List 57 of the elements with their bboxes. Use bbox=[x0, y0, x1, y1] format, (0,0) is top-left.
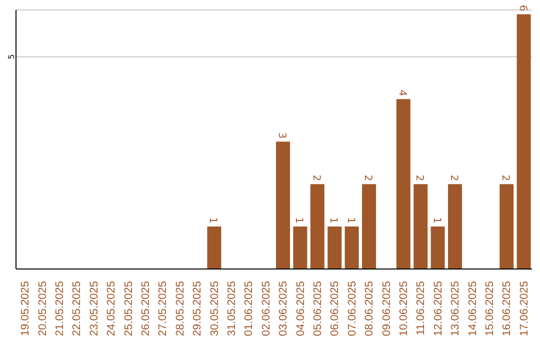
x-tick-label: 10.06.2025 bbox=[398, 281, 410, 336]
x-tick-label: 17.06.2025 bbox=[518, 281, 530, 336]
x-tick-label: 07.06.2025 bbox=[346, 281, 358, 336]
data-label: 1 bbox=[430, 217, 442, 224]
bar bbox=[362, 184, 376, 269]
bar bbox=[448, 184, 462, 269]
x-tick-label: 11.06.2025 bbox=[415, 281, 428, 336]
x-tick-label: 23.05.2025 bbox=[88, 281, 100, 336]
data-label: 1 bbox=[207, 217, 218, 224]
data-label: 2 bbox=[362, 174, 373, 182]
bar bbox=[516, 14, 531, 269]
data-label: 2 bbox=[448, 174, 459, 182]
x-tick-label: 16.06.2025 bbox=[501, 281, 514, 336]
data-label: 2 bbox=[500, 174, 511, 182]
bar bbox=[310, 184, 324, 269]
x-tick-label: 28.05.2025 bbox=[174, 281, 186, 336]
bar bbox=[207, 226, 222, 269]
x-tick-label: 26.05.2025 bbox=[140, 281, 152, 336]
x-tick-label: 19.05.2025 bbox=[20, 281, 32, 336]
x-tick-label: 21.05.2025 bbox=[54, 281, 66, 336]
x-tick-label: 01.06.2025 bbox=[243, 281, 256, 336]
bar bbox=[500, 184, 514, 269]
bar bbox=[276, 142, 290, 269]
x-tick-label: 31.05.2025 bbox=[226, 281, 238, 336]
x-tick-label: 25.05.2025 bbox=[122, 281, 135, 336]
data-label: 3 bbox=[276, 132, 287, 139]
x-tick-label: 12.06.2025 bbox=[432, 281, 444, 336]
data-label: 2 bbox=[310, 174, 322, 182]
x-tick-label: 04.06.2025 bbox=[294, 281, 307, 336]
x-tick-label: 24.05.2025 bbox=[106, 281, 118, 336]
bar bbox=[396, 99, 410, 269]
x-tick-label: 15.06.2025 bbox=[484, 281, 496, 336]
bar bbox=[430, 226, 445, 269]
bar bbox=[344, 226, 359, 269]
data-label: 1 bbox=[344, 217, 356, 224]
data-label: 1 bbox=[293, 217, 304, 224]
bar bbox=[328, 226, 342, 269]
x-tick-label: 03.06.2025 bbox=[278, 281, 290, 336]
x-tick-label: 30.05.2025 bbox=[208, 281, 221, 336]
x-tick-label: 08.06.2025 bbox=[364, 281, 376, 336]
x-tick-label: 20.05.2025 bbox=[36, 281, 49, 336]
data-label: 6 bbox=[516, 4, 528, 12]
x-tick-label: 02.06.2025 bbox=[260, 281, 272, 336]
x-tick-label: 05.06.2025 bbox=[312, 281, 324, 336]
x-tick-label: 22.05.2025 bbox=[71, 281, 84, 336]
y-tick-label: 5 bbox=[7, 54, 16, 60]
x-tick-label: 06.06.2025 bbox=[329, 281, 342, 336]
bar bbox=[414, 184, 428, 269]
x-tick-label: 13.06.2025 bbox=[450, 281, 462, 336]
x-tick-label: 29.05.2025 bbox=[192, 281, 204, 336]
x-tick-label: 09.06.2025 bbox=[380, 281, 393, 336]
bar bbox=[293, 226, 308, 269]
data-label: 2 bbox=[414, 174, 425, 182]
x-tick-label: 27.05.2025 bbox=[157, 281, 170, 336]
data-label: 4 bbox=[396, 90, 408, 96]
data-label: 1 bbox=[328, 217, 339, 224]
x-tick-label: 14.06.2025 bbox=[466, 281, 479, 336]
